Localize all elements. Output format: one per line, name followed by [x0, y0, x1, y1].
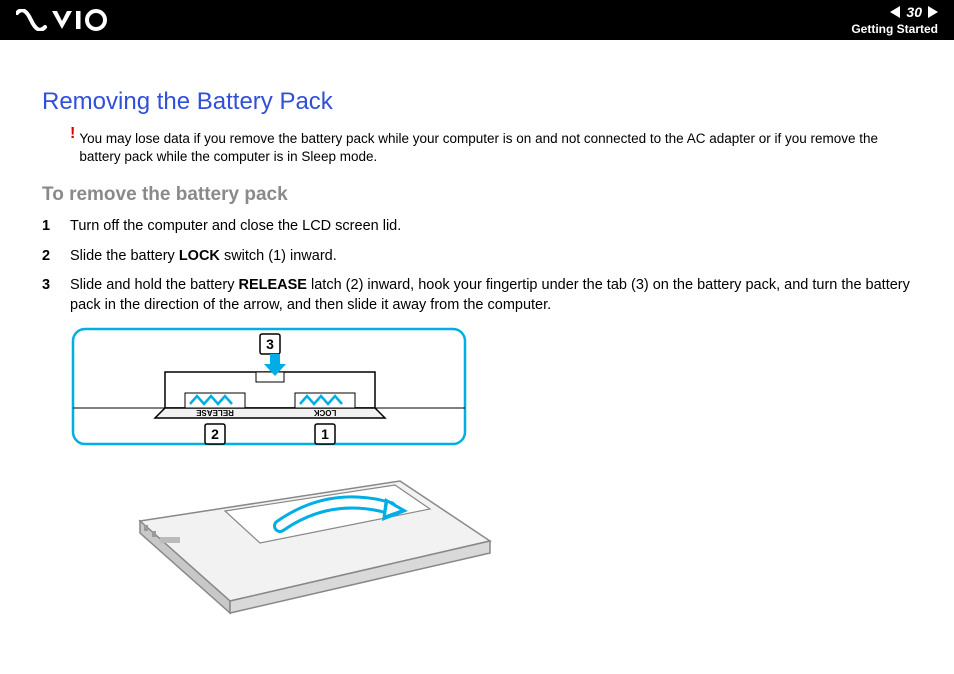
step-text: Slide the battery LOCK switch (1) inward…: [70, 246, 912, 266]
subtitle: To remove the battery pack: [42, 184, 912, 206]
header-bar: 30 Getting Started: [0, 0, 954, 40]
step-item: 3 Slide and hold the battery RELEASE lat…: [42, 275, 912, 316]
step-number: 2: [42, 246, 70, 266]
prev-page-icon[interactable]: [890, 6, 900, 18]
step-item: 2 Slide the battery LOCK switch (1) inwa…: [42, 246, 912, 266]
page-content: Removing the Battery Pack ! You may lose…: [0, 40, 954, 621]
svg-text:RELEASE: RELEASE: [195, 408, 233, 417]
step-text: Slide and hold the battery RELEASE latch…: [70, 275, 912, 316]
page-number: 30: [906, 4, 922, 20]
steps-list: 1 Turn off the computer and close the LC…: [42, 216, 912, 315]
page-title: Removing the Battery Pack: [42, 88, 912, 116]
battery-diagram: RELEASE LOCK 3 2 1: [70, 326, 912, 621]
callout-3: 3: [266, 336, 274, 352]
callout-2: 2: [211, 426, 219, 442]
next-page-icon[interactable]: [928, 6, 938, 18]
header-right: 30 Getting Started: [851, 4, 938, 36]
callout-1: 1: [321, 426, 329, 442]
step-item: 1 Turn off the computer and close the LC…: [42, 216, 912, 236]
vaio-logo: [16, 9, 108, 31]
step-text: Turn off the computer and close the LCD …: [70, 216, 912, 236]
warning-icon: !: [70, 126, 75, 142]
step-number: 3: [42, 275, 70, 295]
section-label: Getting Started: [851, 22, 938, 36]
step-number: 1: [42, 216, 70, 236]
warning-block: ! You may lose data if you remove the ba…: [70, 130, 912, 166]
svg-text:LOCK: LOCK: [313, 408, 336, 417]
warning-text: You may lose data if you remove the batt…: [79, 130, 912, 166]
